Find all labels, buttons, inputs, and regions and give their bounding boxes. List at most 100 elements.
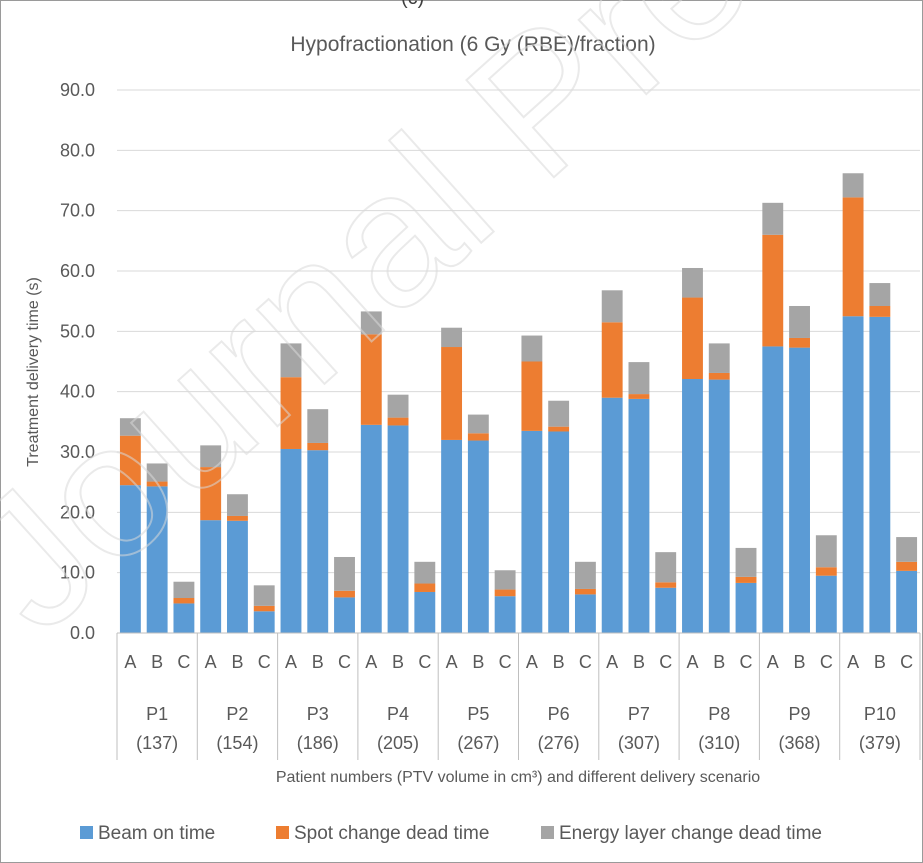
bar-segment	[708, 379, 730, 633]
legend-label: Energy layer change dead time	[559, 823, 822, 844]
legend-swatch	[541, 826, 554, 839]
bar-segment	[280, 448, 302, 633]
bar-segment	[521, 430, 543, 633]
scenario-label: A	[205, 652, 217, 672]
bar-segment	[628, 362, 650, 395]
bar-segment	[708, 343, 730, 373]
bar-segment	[574, 594, 596, 633]
bar-segment	[601, 397, 623, 633]
scenario-label: C	[258, 652, 271, 672]
bar-segment	[896, 561, 918, 571]
bar-segment	[789, 347, 810, 633]
bar-segment	[334, 590, 355, 598]
scenario-label: B	[392, 652, 404, 672]
bars	[119, 173, 918, 633]
y-tick-label: 10.0	[60, 563, 95, 583]
scenario-label: B	[472, 652, 484, 672]
bar-segment	[200, 467, 222, 521]
bar-segment	[655, 552, 677, 583]
legend-swatch	[276, 826, 289, 839]
bar-segment	[548, 431, 570, 633]
y-tick-label: 0.0	[70, 623, 95, 643]
bar-segment	[360, 424, 382, 633]
legend-swatch	[80, 826, 93, 839]
scenario-label: A	[285, 652, 297, 672]
patient-label: P8	[708, 704, 730, 724]
bar-segment	[628, 394, 650, 399]
bar-segment	[628, 398, 650, 633]
scenario-label: B	[553, 652, 565, 672]
bar-segment	[334, 597, 355, 633]
bar-segment	[387, 417, 409, 426]
scenario-label: C	[900, 652, 913, 672]
scenario-label: A	[124, 652, 136, 672]
scenario-label: C	[740, 652, 753, 672]
scenario-label: A	[365, 652, 377, 672]
y-tick-label: 40.0	[60, 382, 95, 402]
y-tick-label: 90.0	[60, 80, 95, 100]
patient-label: P6	[548, 704, 570, 724]
bar-segment	[253, 585, 275, 606]
panel-label-fragment: (c)	[401, 0, 424, 10]
patient-volume-label: (137)	[136, 733, 178, 753]
bar-segment	[762, 202, 784, 235]
bar-segment	[173, 603, 195, 633]
x-axis-label: Patient numbers (PTV volume in cm³) and …	[276, 769, 760, 786]
y-tick-label: 70.0	[60, 201, 95, 221]
bar-segment	[789, 305, 810, 338]
scenario-label: A	[446, 652, 458, 672]
bar-segment	[334, 556, 355, 591]
bar-segment	[280, 343, 302, 378]
bar-segment	[869, 283, 891, 306]
patient-label: P4	[387, 704, 409, 724]
patient-volume-label: (379)	[859, 733, 901, 753]
scenario-label: B	[231, 652, 243, 672]
chart-title: Hypofractionation (6 Gy (RBE)/fraction)	[290, 33, 655, 56]
scenario-label: B	[633, 652, 645, 672]
legend: Beam on time Spot change dead time Energy …	[80, 823, 822, 844]
bar-segment	[119, 435, 141, 486]
patient-label: P9	[789, 704, 811, 724]
bar-segment	[173, 598, 195, 604]
patient-volume-label: (276)	[538, 733, 580, 753]
scenario-label: B	[794, 652, 806, 672]
bar-segment	[173, 581, 195, 599]
bar-segment	[494, 570, 516, 590]
bar-segment	[815, 567, 837, 576]
bar-segment	[414, 591, 436, 633]
bar-segment	[842, 316, 864, 633]
bar-segment	[655, 582, 677, 588]
bar-segment	[146, 463, 168, 482]
bar-segment	[200, 445, 222, 468]
bar-segment	[896, 570, 918, 633]
bar-segment	[280, 377, 302, 449]
bar-segment	[574, 561, 596, 589]
bar-segment	[494, 589, 516, 597]
bar-segment	[548, 400, 570, 427]
bar-segment	[655, 587, 677, 633]
bar-segment	[842, 173, 864, 198]
bar-segment	[227, 515, 248, 521]
scenario-label: A	[847, 652, 859, 672]
bar-segment	[494, 596, 516, 633]
scenario-label: C	[418, 652, 431, 672]
bar-segment	[441, 327, 463, 348]
patient-label: P10	[864, 704, 896, 724]
bar-segment	[574, 588, 596, 595]
scenario-label: C	[499, 652, 512, 672]
bar-segment	[735, 582, 757, 633]
bar-segment	[869, 316, 891, 633]
bar-segment	[467, 433, 489, 441]
bar-segment	[708, 372, 730, 380]
bar-segment	[815, 535, 837, 568]
y-tick-label: 30.0	[60, 442, 95, 462]
bar-segment	[441, 439, 463, 633]
bar-segment	[815, 575, 837, 633]
patient-label: P2	[226, 704, 248, 724]
patient-volume-label: (368)	[779, 733, 821, 753]
bar-segment	[682, 267, 703, 298]
bar-segment	[869, 305, 891, 317]
scenario-label: C	[177, 652, 190, 672]
scenario-label: C	[659, 652, 672, 672]
